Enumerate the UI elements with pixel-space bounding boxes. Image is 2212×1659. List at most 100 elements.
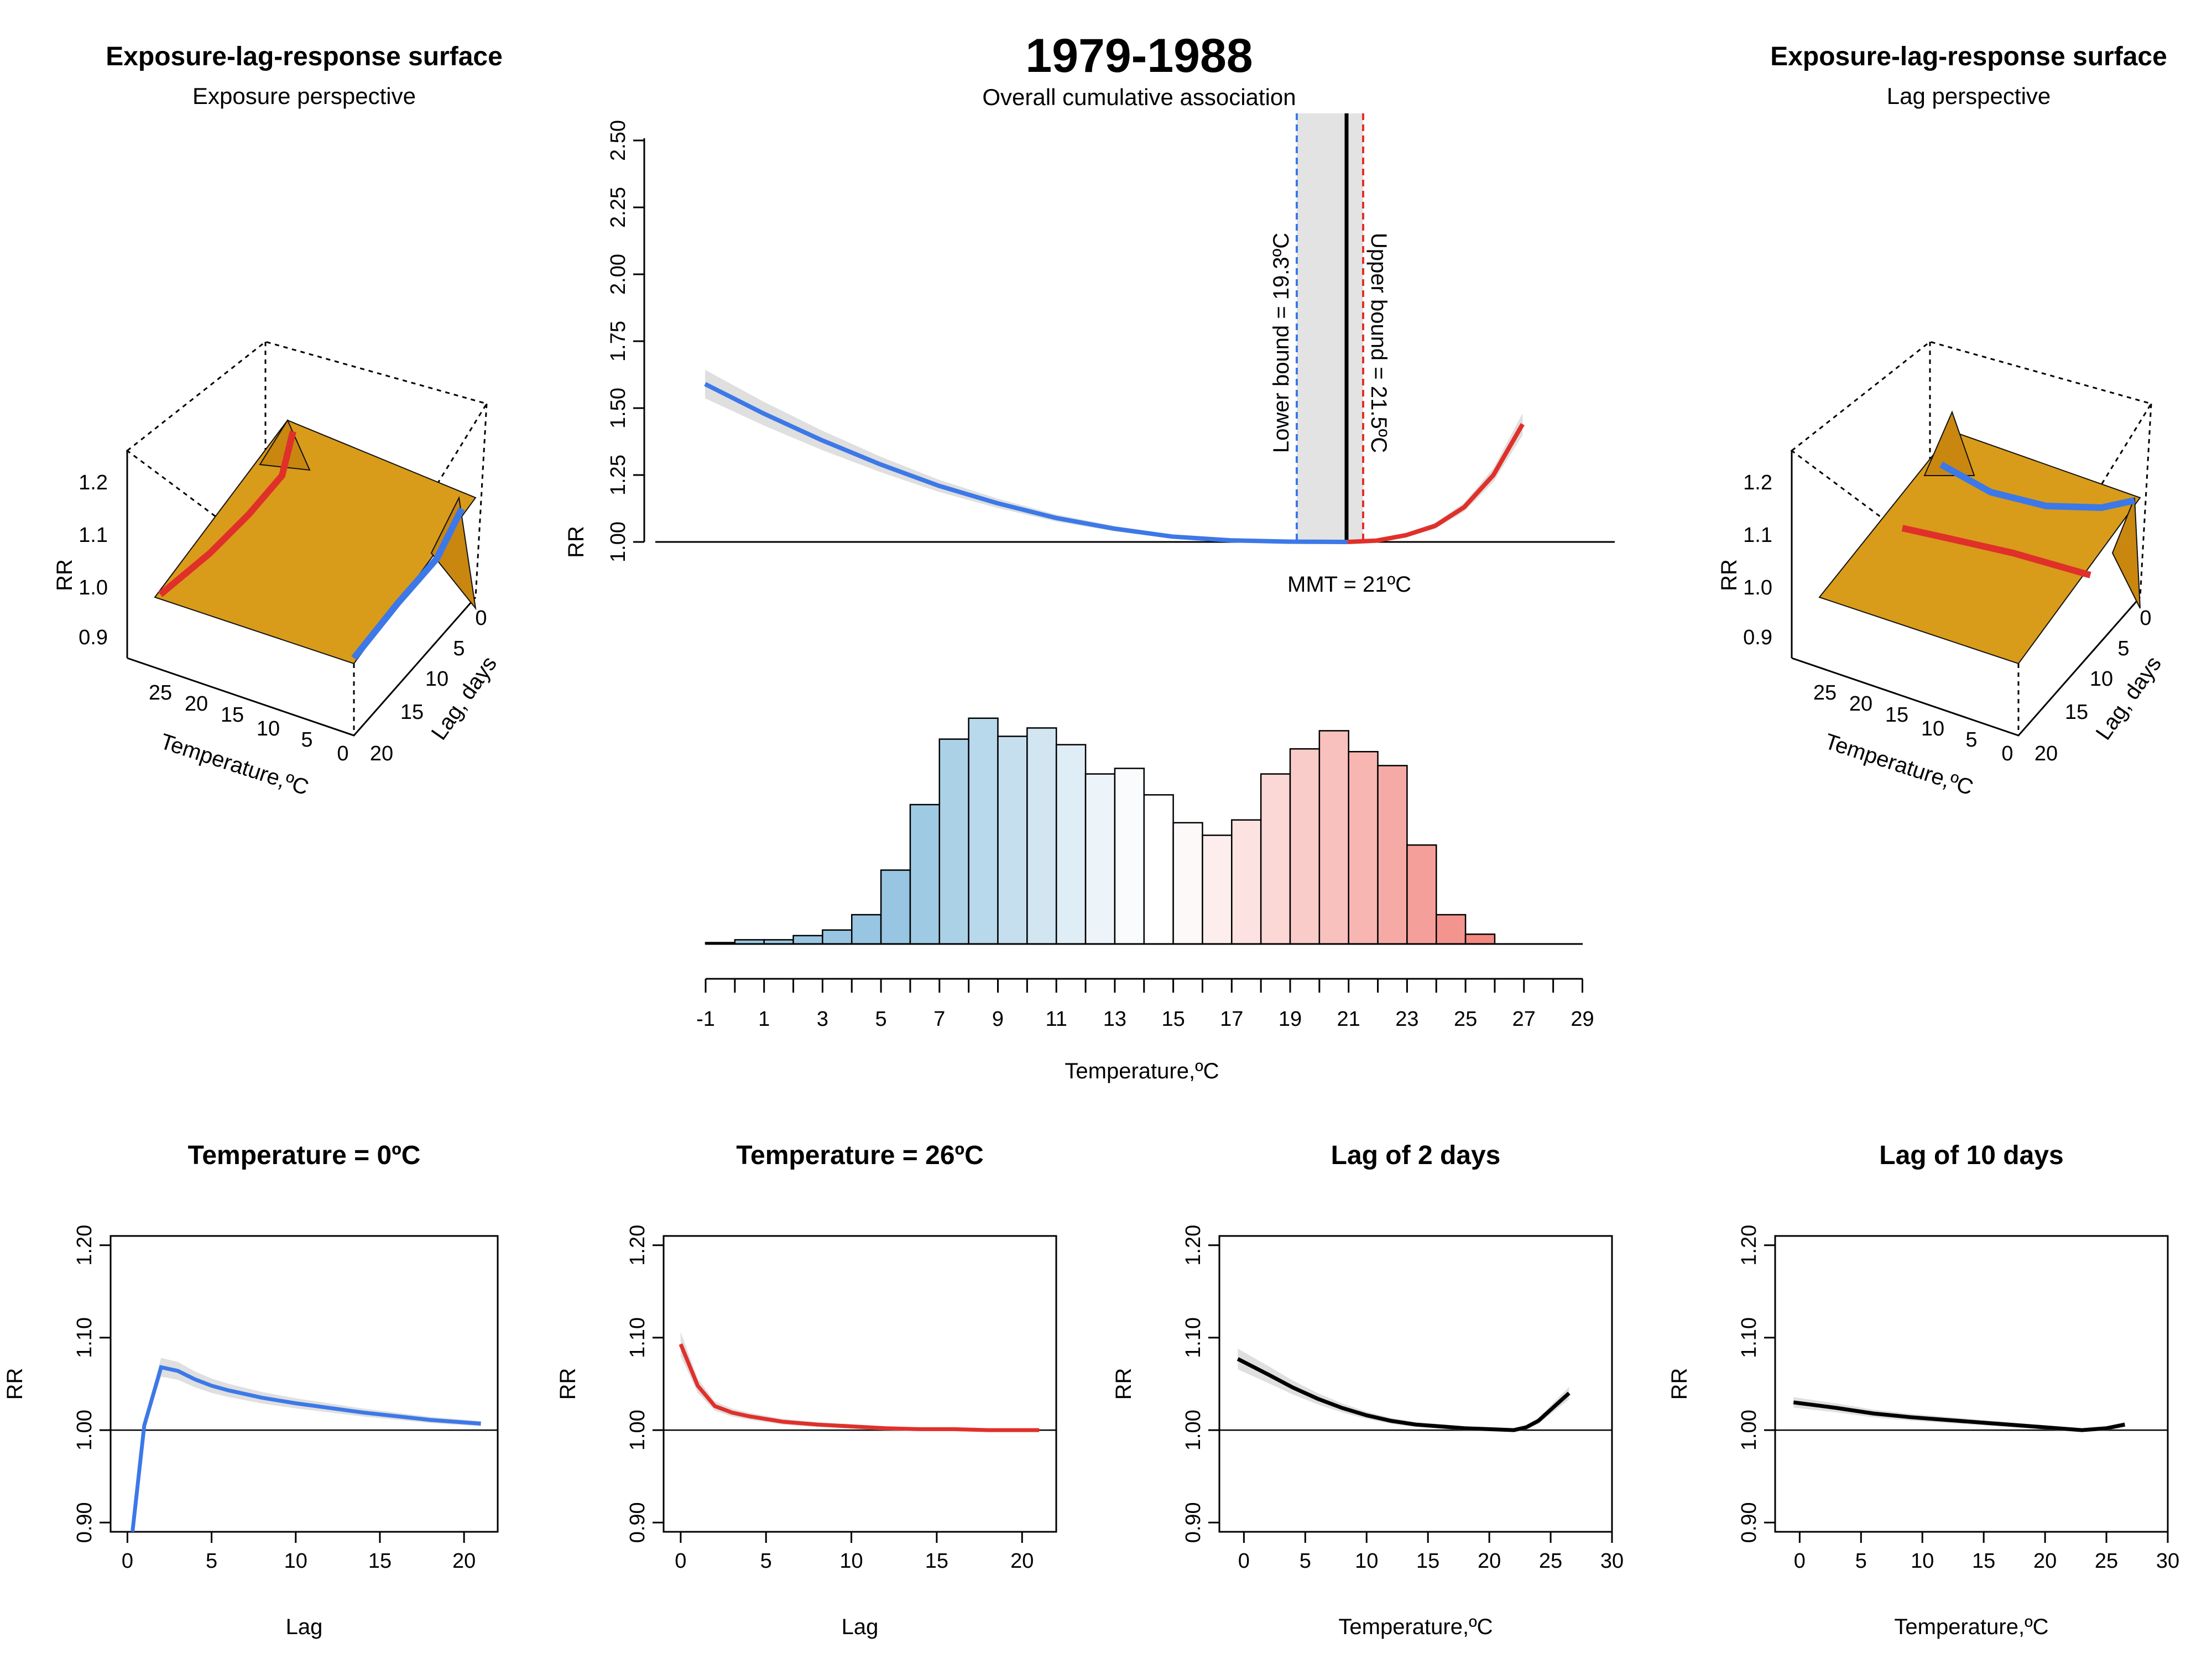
histogram-bar <box>1377 765 1408 945</box>
x-tick-label: 30 <box>2156 1550 2179 1573</box>
y-tick-label: 1.20 <box>73 1225 96 1266</box>
x-axis-label: Temperature,ºC <box>1894 1615 2048 1639</box>
y-tick-label: 0.90 <box>1738 1502 1761 1543</box>
mmt-label: MMT = 21ºC <box>1287 572 1411 597</box>
histogram-x-ticks: -1 1 3 5 7 9 11 13 15 17 19 21 23 25 27 29 <box>696 979 1594 1031</box>
svg-text:1.1: 1.1 <box>79 524 108 547</box>
x-tick-label: 20 <box>452 1550 476 1573</box>
overall-y-tick-label: 1.00 <box>607 521 630 562</box>
svg-text:10: 10 <box>425 667 448 691</box>
series-line <box>679 1343 1040 1432</box>
svg-text:0: 0 <box>2140 607 2151 630</box>
upper-bound-label: Upper bound = 21.5ºC <box>1366 233 1391 453</box>
svg-text:25: 25 <box>149 681 172 705</box>
overall-series-line <box>704 382 1348 544</box>
svg-text:1.2: 1.2 <box>1743 471 1772 494</box>
overall-y-tick-label: 2.50 <box>607 120 630 161</box>
y-axis-label: RR <box>556 1368 580 1400</box>
overall-series-line <box>1347 423 1525 544</box>
histogram-x-tick-label: 5 <box>875 1008 887 1031</box>
surface-lag-mesh <box>1818 410 2141 665</box>
panel-title: Temperature = 26ºC <box>736 1141 984 1170</box>
histogram-bar <box>1348 750 1379 945</box>
series-line <box>1237 1357 1571 1432</box>
x-tick-label: 20 <box>1478 1550 1501 1573</box>
histogram-bar <box>909 804 941 945</box>
svg-text:0: 0 <box>337 742 348 765</box>
svg-text:0: 0 <box>475 607 487 630</box>
overall-y-tick-label: 1.75 <box>607 321 630 362</box>
svg-text:15: 15 <box>400 701 424 724</box>
svg-text:15: 15 <box>1885 703 1908 727</box>
y-tick-label: 1.10 <box>1182 1317 1205 1358</box>
histogram-x-tick-label: 15 <box>1161 1008 1185 1031</box>
surface-exposure-y-ticks: 0 5 10 15 20 <box>370 607 487 765</box>
svg-text:5: 5 <box>301 728 312 752</box>
histogram-bar <box>1318 730 1349 945</box>
svg-text:1.0: 1.0 <box>79 576 108 599</box>
y-tick-label: 1.10 <box>73 1317 96 1358</box>
y-tick-label: 1.20 <box>1738 1225 1761 1266</box>
svg-text:5: 5 <box>1965 728 1977 752</box>
surface-lag-title: Exposure-lag-response surface <box>1770 42 2167 71</box>
surface-exposure-title: Exposure-lag-response surface <box>106 42 503 71</box>
x-tick-label: 15 <box>1972 1550 1995 1573</box>
histogram-x-tick-label: -1 <box>696 1008 715 1031</box>
surface-exposure-subtitle: Exposure perspective <box>192 83 416 109</box>
panel-frame <box>1774 1235 2169 1533</box>
histogram-bar <box>1436 914 1467 945</box>
bottom-panels: Temperature = 0ºC 0.90 1.00 1.10 1.20 0 5 10 15 2… <box>3 1141 2179 1639</box>
svg-text:15: 15 <box>221 703 244 727</box>
x-tick-label: 0 <box>1238 1550 1250 1573</box>
histogram-x-tick-label: 3 <box>817 1008 828 1031</box>
surface-exposure-ylabel: Lag, days <box>427 652 502 744</box>
svg-text:10: 10 <box>1921 717 1944 740</box>
surface-exposure-mesh <box>154 419 477 665</box>
histogram-x-tick-label: 21 <box>1337 1008 1360 1031</box>
histogram-bar <box>997 735 1028 945</box>
x-tick-label: 0 <box>675 1550 686 1573</box>
overall-y-tick-label: 1.50 <box>607 388 630 429</box>
histogram-bar <box>792 935 823 945</box>
histogram-bar <box>851 914 882 945</box>
svg-text:20: 20 <box>1849 692 1872 716</box>
svg-text:1.0: 1.0 <box>1743 576 1772 599</box>
histogram-xlabel: Temperature,ºC <box>1065 1059 1219 1083</box>
surface-exposure-panel: Exposure-lag-response surface Exposure p… <box>53 42 503 800</box>
svg-text:5: 5 <box>2117 637 2129 660</box>
surface-exposure-blue-line <box>351 507 465 660</box>
histogram-bar <box>938 738 969 945</box>
y-tick-label: 1.00 <box>626 1410 649 1451</box>
ci-band <box>132 1358 481 1532</box>
main-title: 1979-1988 <box>1025 29 1253 82</box>
histogram-bar <box>822 929 853 945</box>
y-tick-label: 0.90 <box>73 1502 96 1543</box>
overall-ci-band <box>705 369 1348 544</box>
y-tick-label: 1.10 <box>1738 1317 1761 1358</box>
svg-text:25: 25 <box>1813 681 1837 705</box>
y-tick-label: 0.90 <box>1182 1502 1205 1543</box>
surface-lag-xlabel: Temperature,ºC <box>1822 729 1976 800</box>
svg-text:5: 5 <box>453 637 465 660</box>
x-tick-label: 10 <box>284 1550 307 1573</box>
histogram-x-tick-label: 23 <box>1395 1008 1418 1031</box>
x-tick-label: 5 <box>206 1550 217 1573</box>
histogram-bar <box>1289 748 1321 945</box>
surface-lag-x-ticks: 25 20 15 10 5 0 <box>1813 681 2013 765</box>
histogram-bar <box>1202 834 1233 945</box>
svg-text:15: 15 <box>2065 701 2088 724</box>
x-axis-label: Lag <box>842 1615 879 1639</box>
surface-lag-blue-line <box>1939 461 2136 512</box>
histogram-bar <box>880 869 911 945</box>
x-axis-label: Lag <box>286 1615 323 1639</box>
surface-exposure-xlabel: Temperature,ºC <box>157 729 311 800</box>
overall-ci-bands <box>705 369 1523 544</box>
histogram-bar <box>968 717 999 945</box>
line-panel-3: Lag of 2 days 0.90 1.00 1.10 1.20 0 5 10 15 20 25 3… <box>1112 1141 1624 1639</box>
histogram-x-tick-label: 25 <box>1454 1008 1477 1031</box>
histogram-bar <box>1143 794 1174 945</box>
line-panel-4: Lag of 10 days 0.90 1.00 1.10 1.20 0 5 10 15 20 25… <box>1667 1141 2179 1639</box>
y-tick-label: 1.10 <box>626 1317 649 1358</box>
y-tick-label: 1.20 <box>626 1225 649 1266</box>
panel-title: Lag of 2 days <box>1331 1141 1501 1170</box>
